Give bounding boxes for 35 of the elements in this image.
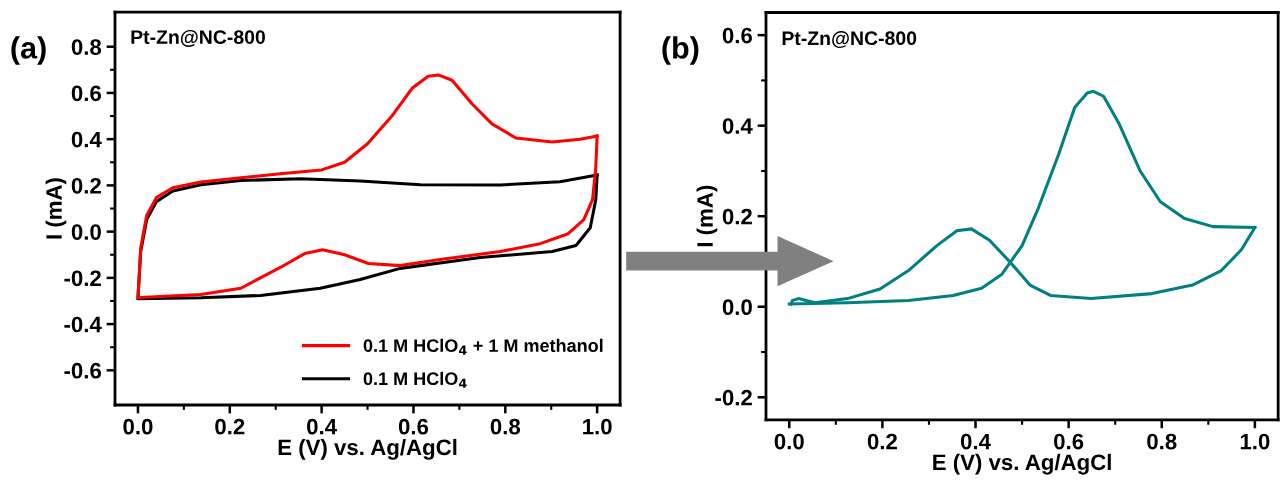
x-tick-label: 1.0 xyxy=(583,418,612,435)
y-tick-label: 0.6 xyxy=(71,85,101,102)
x-tick-label: 0.8 xyxy=(490,418,521,435)
legend-label: 0.1 M HClO$_{4}$ xyxy=(363,371,467,388)
text: (a) xyxy=(11,36,46,65)
x-tick-label: 0.6 xyxy=(398,418,429,435)
y-tick-label: -0.6 xyxy=(64,362,101,379)
y-tick-label: 0.0 xyxy=(71,224,101,240)
x-tick-label: 0.4 xyxy=(960,433,991,450)
x-tick-label: 0.2 xyxy=(867,433,897,450)
x-axis-title: E (V) vs. Ag/AgCl xyxy=(933,453,1111,475)
x-tick-label: 0.6 xyxy=(1054,433,1084,450)
x-tick-label: 0.4 xyxy=(307,418,337,435)
y-tick-label: 0.2 xyxy=(722,208,752,225)
y-tick-label: 0.2 xyxy=(71,177,101,194)
text: (b) xyxy=(662,36,699,65)
annotation: Pt-Zn@NC-800 xyxy=(131,29,265,47)
x-tick-label: 0.8 xyxy=(1147,433,1177,450)
legend-label: 0.1 M HClO$_{4}$ + 1 M methanol xyxy=(363,338,603,355)
x-tick-label: 0.0 xyxy=(123,418,153,435)
x-tick-label: 0.0 xyxy=(774,433,804,450)
x-tick-label: 1.0 xyxy=(1240,433,1270,450)
x-axis-title: E (V) vs. Ag/AgCl xyxy=(278,438,457,460)
y-tick-label: 0.4 xyxy=(71,131,102,148)
y-tick-label: 0.6 xyxy=(722,27,752,44)
y-tick-label: 0.8 xyxy=(71,39,102,55)
y-tick-label: -0.2 xyxy=(64,270,101,287)
y-tick-label: -0.2 xyxy=(715,389,752,406)
y-tick-label: 0.4 xyxy=(722,118,753,134)
x-tick-label: 0.2 xyxy=(215,418,245,435)
y-tick-label: -0.4 xyxy=(64,316,102,333)
y-tick-label: 0.0 xyxy=(722,299,752,316)
y-axis-title: I (mA) xyxy=(696,185,718,247)
annotation: Pt-Zn@NC-800 xyxy=(782,31,917,49)
y-axis-title: I (mA) xyxy=(45,178,67,239)
